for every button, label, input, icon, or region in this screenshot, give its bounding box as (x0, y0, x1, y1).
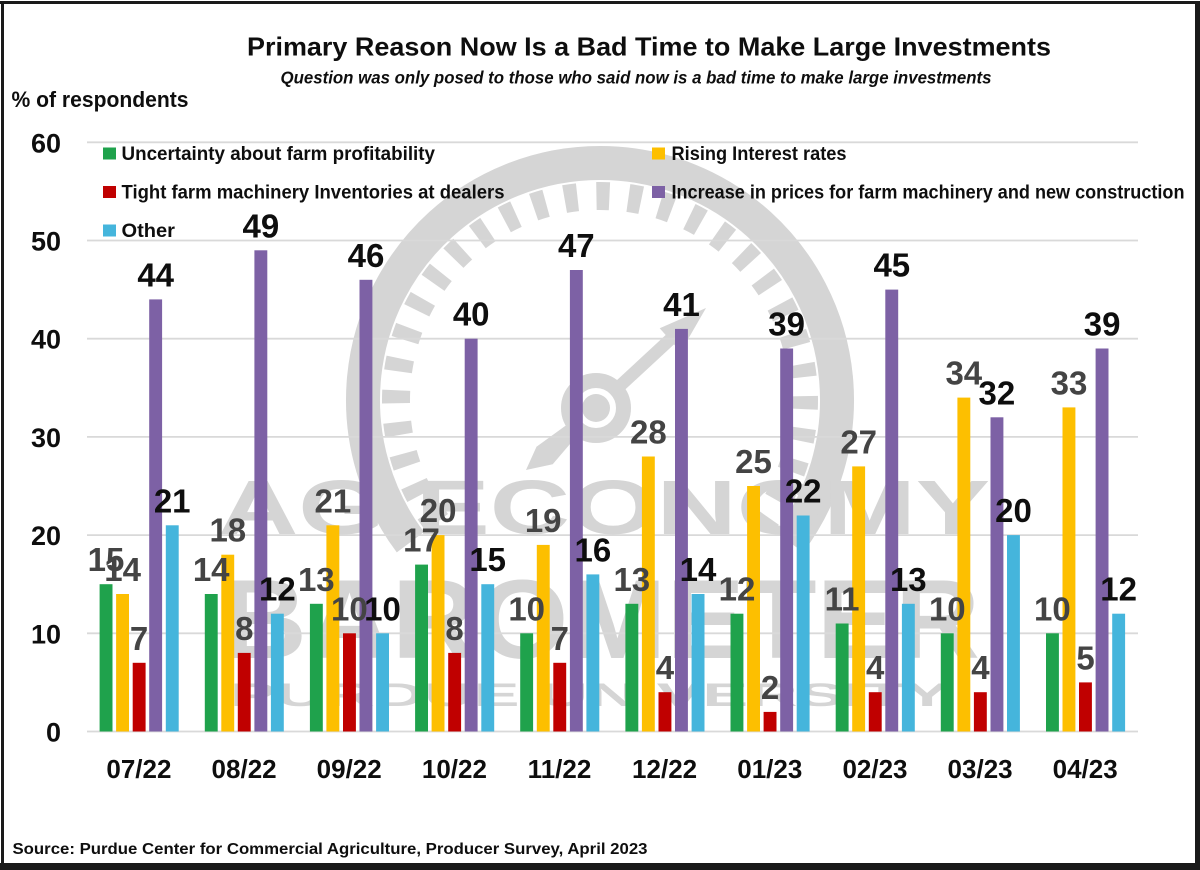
svg-text:45: 45 (873, 247, 910, 284)
svg-text:% of respondents: % of respondents (12, 87, 189, 112)
svg-text:5: 5 (1076, 639, 1094, 676)
svg-text:11/22: 11/22 (528, 754, 592, 784)
svg-text:10/22: 10/22 (422, 754, 487, 784)
svg-text:10: 10 (364, 590, 401, 627)
svg-text:4: 4 (971, 649, 990, 686)
svg-text:12: 12 (719, 571, 756, 608)
svg-text:40: 40 (453, 296, 490, 333)
svg-text:47: 47 (558, 227, 595, 264)
svg-text:20: 20 (995, 492, 1032, 529)
svg-text:Uncertainty about farm profita: Uncertainty about farm profitability (122, 144, 436, 165)
svg-text:15: 15 (88, 541, 125, 578)
svg-text:46: 46 (348, 237, 385, 274)
svg-text:Tight farm machinery Inventori: Tight farm machinery Inventories at deal… (122, 183, 505, 204)
svg-text:20: 20 (420, 492, 457, 529)
svg-text:44: 44 (137, 256, 174, 293)
svg-text:39: 39 (768, 306, 805, 343)
svg-text:04/23: 04/23 (1053, 754, 1118, 784)
svg-text:13: 13 (890, 561, 927, 598)
svg-text:22: 22 (785, 473, 822, 510)
svg-text:2: 2 (761, 669, 779, 706)
svg-text:10: 10 (331, 590, 368, 627)
svg-text:21: 21 (154, 482, 191, 519)
svg-text:10: 10 (31, 619, 61, 649)
svg-text:41: 41 (663, 286, 700, 323)
svg-text:14: 14 (104, 551, 141, 588)
svg-text:01/23: 01/23 (737, 754, 802, 784)
svg-text:02/23: 02/23 (842, 754, 907, 784)
svg-text:Rising Interest rates: Rising Interest rates (672, 144, 847, 165)
svg-text:12: 12 (259, 571, 296, 608)
svg-text:11: 11 (825, 581, 860, 618)
svg-text:12/22: 12/22 (632, 754, 697, 784)
svg-text:50: 50 (31, 227, 61, 257)
svg-text:Primary Reason Now Is a Bad Ti: Primary Reason Now Is a Bad Time to Make… (247, 32, 1051, 62)
svg-text:10: 10 (1034, 590, 1071, 627)
svg-text:10: 10 (508, 590, 545, 627)
svg-text:0: 0 (46, 718, 61, 748)
svg-text:7: 7 (130, 620, 148, 657)
svg-text:39: 39 (1084, 306, 1121, 343)
svg-text:12: 12 (1100, 571, 1137, 608)
svg-text:10: 10 (929, 590, 966, 627)
svg-text:8: 8 (235, 610, 253, 647)
svg-text:15: 15 (469, 541, 506, 578)
svg-text:13: 13 (298, 561, 335, 598)
svg-text:19: 19 (525, 502, 562, 539)
svg-text:8: 8 (445, 610, 463, 647)
svg-text:4: 4 (656, 649, 675, 686)
svg-text:60: 60 (31, 128, 61, 158)
svg-text:Source: Purdue Center for Comm: Source: Purdue Center for Commercial Agr… (13, 841, 648, 858)
svg-text:16: 16 (575, 531, 612, 568)
svg-text:20: 20 (31, 521, 61, 551)
svg-text:18: 18 (209, 512, 246, 549)
svg-text:14: 14 (680, 551, 717, 588)
svg-text:Increase in prices for farm ma: Increase in prices for farm machinery an… (672, 183, 1185, 204)
svg-text:Question was only posed to tho: Question was only posed to those who sai… (281, 68, 992, 88)
svg-text:40: 40 (31, 325, 61, 355)
svg-text:17: 17 (403, 522, 440, 559)
svg-text:21: 21 (315, 482, 352, 519)
svg-text:25: 25 (735, 443, 772, 480)
svg-text:07/22: 07/22 (106, 754, 171, 784)
svg-text:09/22: 09/22 (317, 754, 382, 784)
svg-text:33: 33 (1051, 364, 1088, 401)
svg-text:49: 49 (243, 207, 280, 244)
svg-text:7: 7 (551, 620, 569, 657)
svg-text:27: 27 (840, 423, 877, 460)
svg-text:4: 4 (866, 649, 885, 686)
svg-text:13: 13 (613, 561, 650, 598)
svg-text:30: 30 (31, 423, 61, 453)
svg-text:Other: Other (122, 221, 176, 242)
svg-text:34: 34 (945, 355, 982, 392)
svg-text:32: 32 (979, 374, 1016, 411)
svg-text:08/22: 08/22 (212, 754, 277, 784)
svg-text:14: 14 (193, 551, 230, 588)
svg-text:03/23: 03/23 (948, 754, 1013, 784)
svg-text:28: 28 (630, 414, 667, 451)
